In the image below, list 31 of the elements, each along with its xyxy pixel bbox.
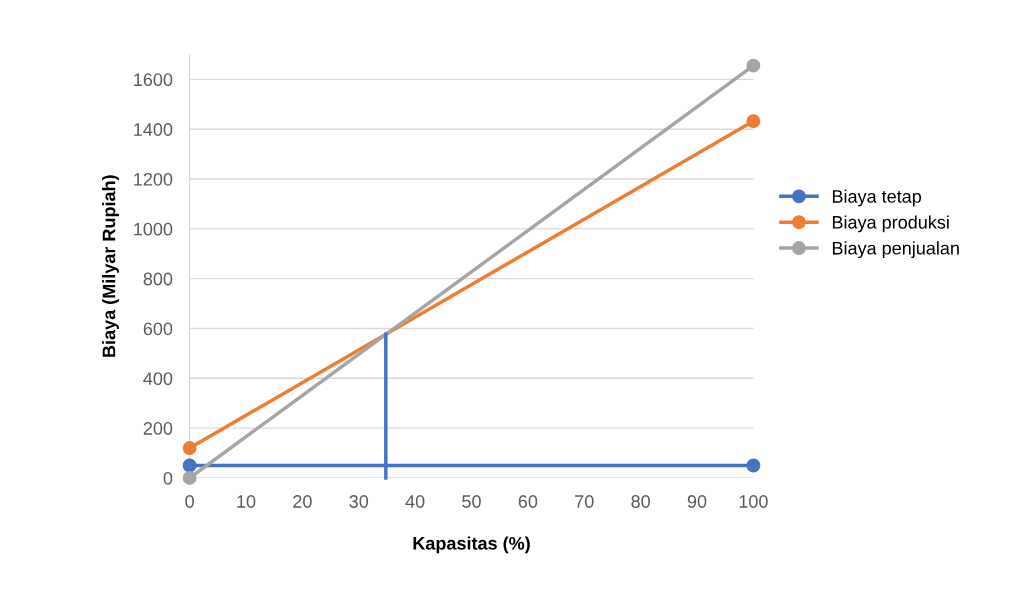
point bbox=[182, 441, 197, 456]
point bbox=[746, 458, 761, 473]
point bbox=[746, 114, 761, 129]
x-tick-label: 90 bbox=[687, 495, 707, 508]
x-tick-label: 40 bbox=[405, 495, 425, 508]
x-tick-label: 10 bbox=[237, 495, 256, 508]
x-tick-label: 0 bbox=[185, 495, 194, 508]
x-tick-label: 20 bbox=[293, 495, 312, 508]
x-tick-label: 70 bbox=[575, 495, 594, 508]
x-tick-label: 30 bbox=[349, 495, 369, 508]
point bbox=[746, 58, 761, 73]
y-tick-label: 1400 bbox=[134, 123, 173, 136]
y-tick-label: 1200 bbox=[134, 172, 173, 186]
x-tick-label: 50 bbox=[462, 495, 481, 508]
legend-label: Biaya tetap bbox=[832, 189, 922, 207]
y-tick-label: 0 bbox=[163, 471, 173, 485]
y-tick-label: 800 bbox=[143, 272, 173, 286]
legend-label: Biaya penjualan bbox=[832, 241, 959, 259]
y-tick-label: 1600 bbox=[134, 73, 173, 87]
legend-label: Biaya produksi bbox=[832, 215, 949, 233]
point bbox=[182, 458, 197, 473]
y-tick-label: 1000 bbox=[134, 222, 173, 236]
x-axis-title: Kapasitas (%) bbox=[413, 536, 530, 554]
x-tick-label: 100 bbox=[739, 495, 768, 508]
y-axis-title: Biaya (Milyar Rupiah) bbox=[102, 175, 119, 357]
point bbox=[182, 471, 197, 485]
y-tick-label: 200 bbox=[143, 422, 173, 435]
y-tick-label: 400 bbox=[143, 372, 173, 386]
x-tick-label: 80 bbox=[631, 495, 650, 508]
x-tick-label: 60 bbox=[518, 495, 538, 508]
y-tick-label: 600 bbox=[143, 322, 173, 336]
